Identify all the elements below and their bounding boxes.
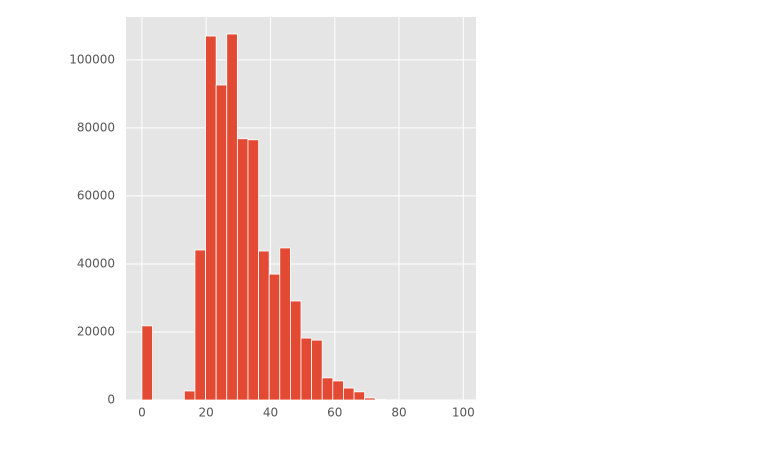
x-tick-label: 40 [263,406,278,420]
bar [353,391,366,401]
x-tick-label: 100 [452,406,475,420]
bar [321,377,334,401]
bar [311,339,323,401]
y-tick-label: 60000 [77,188,115,202]
bar [236,138,249,401]
y-tick-label: 100000 [69,52,115,66]
x-tick-label: 60 [327,406,342,420]
bar [279,247,291,401]
x-tick-label: 20 [199,406,214,420]
bar [183,390,196,401]
bar [215,84,228,401]
x-tick-label: 0 [138,406,146,420]
bar [300,337,313,401]
bar [289,300,302,401]
bar [141,325,153,401]
bar [343,387,355,401]
bar [247,139,259,401]
bar [268,273,281,401]
x-tick-label: 80 [391,406,406,420]
bar [194,249,206,401]
bar [374,399,387,401]
y-tick-label: 80000 [77,120,115,134]
bar [258,250,270,401]
bar [364,397,376,401]
y-tick-label: 20000 [77,324,115,338]
y-tick-label: 0 [107,393,115,407]
bar [332,380,344,401]
y-tick-label: 40000 [77,256,115,270]
bar [205,35,217,401]
bar [226,33,238,401]
